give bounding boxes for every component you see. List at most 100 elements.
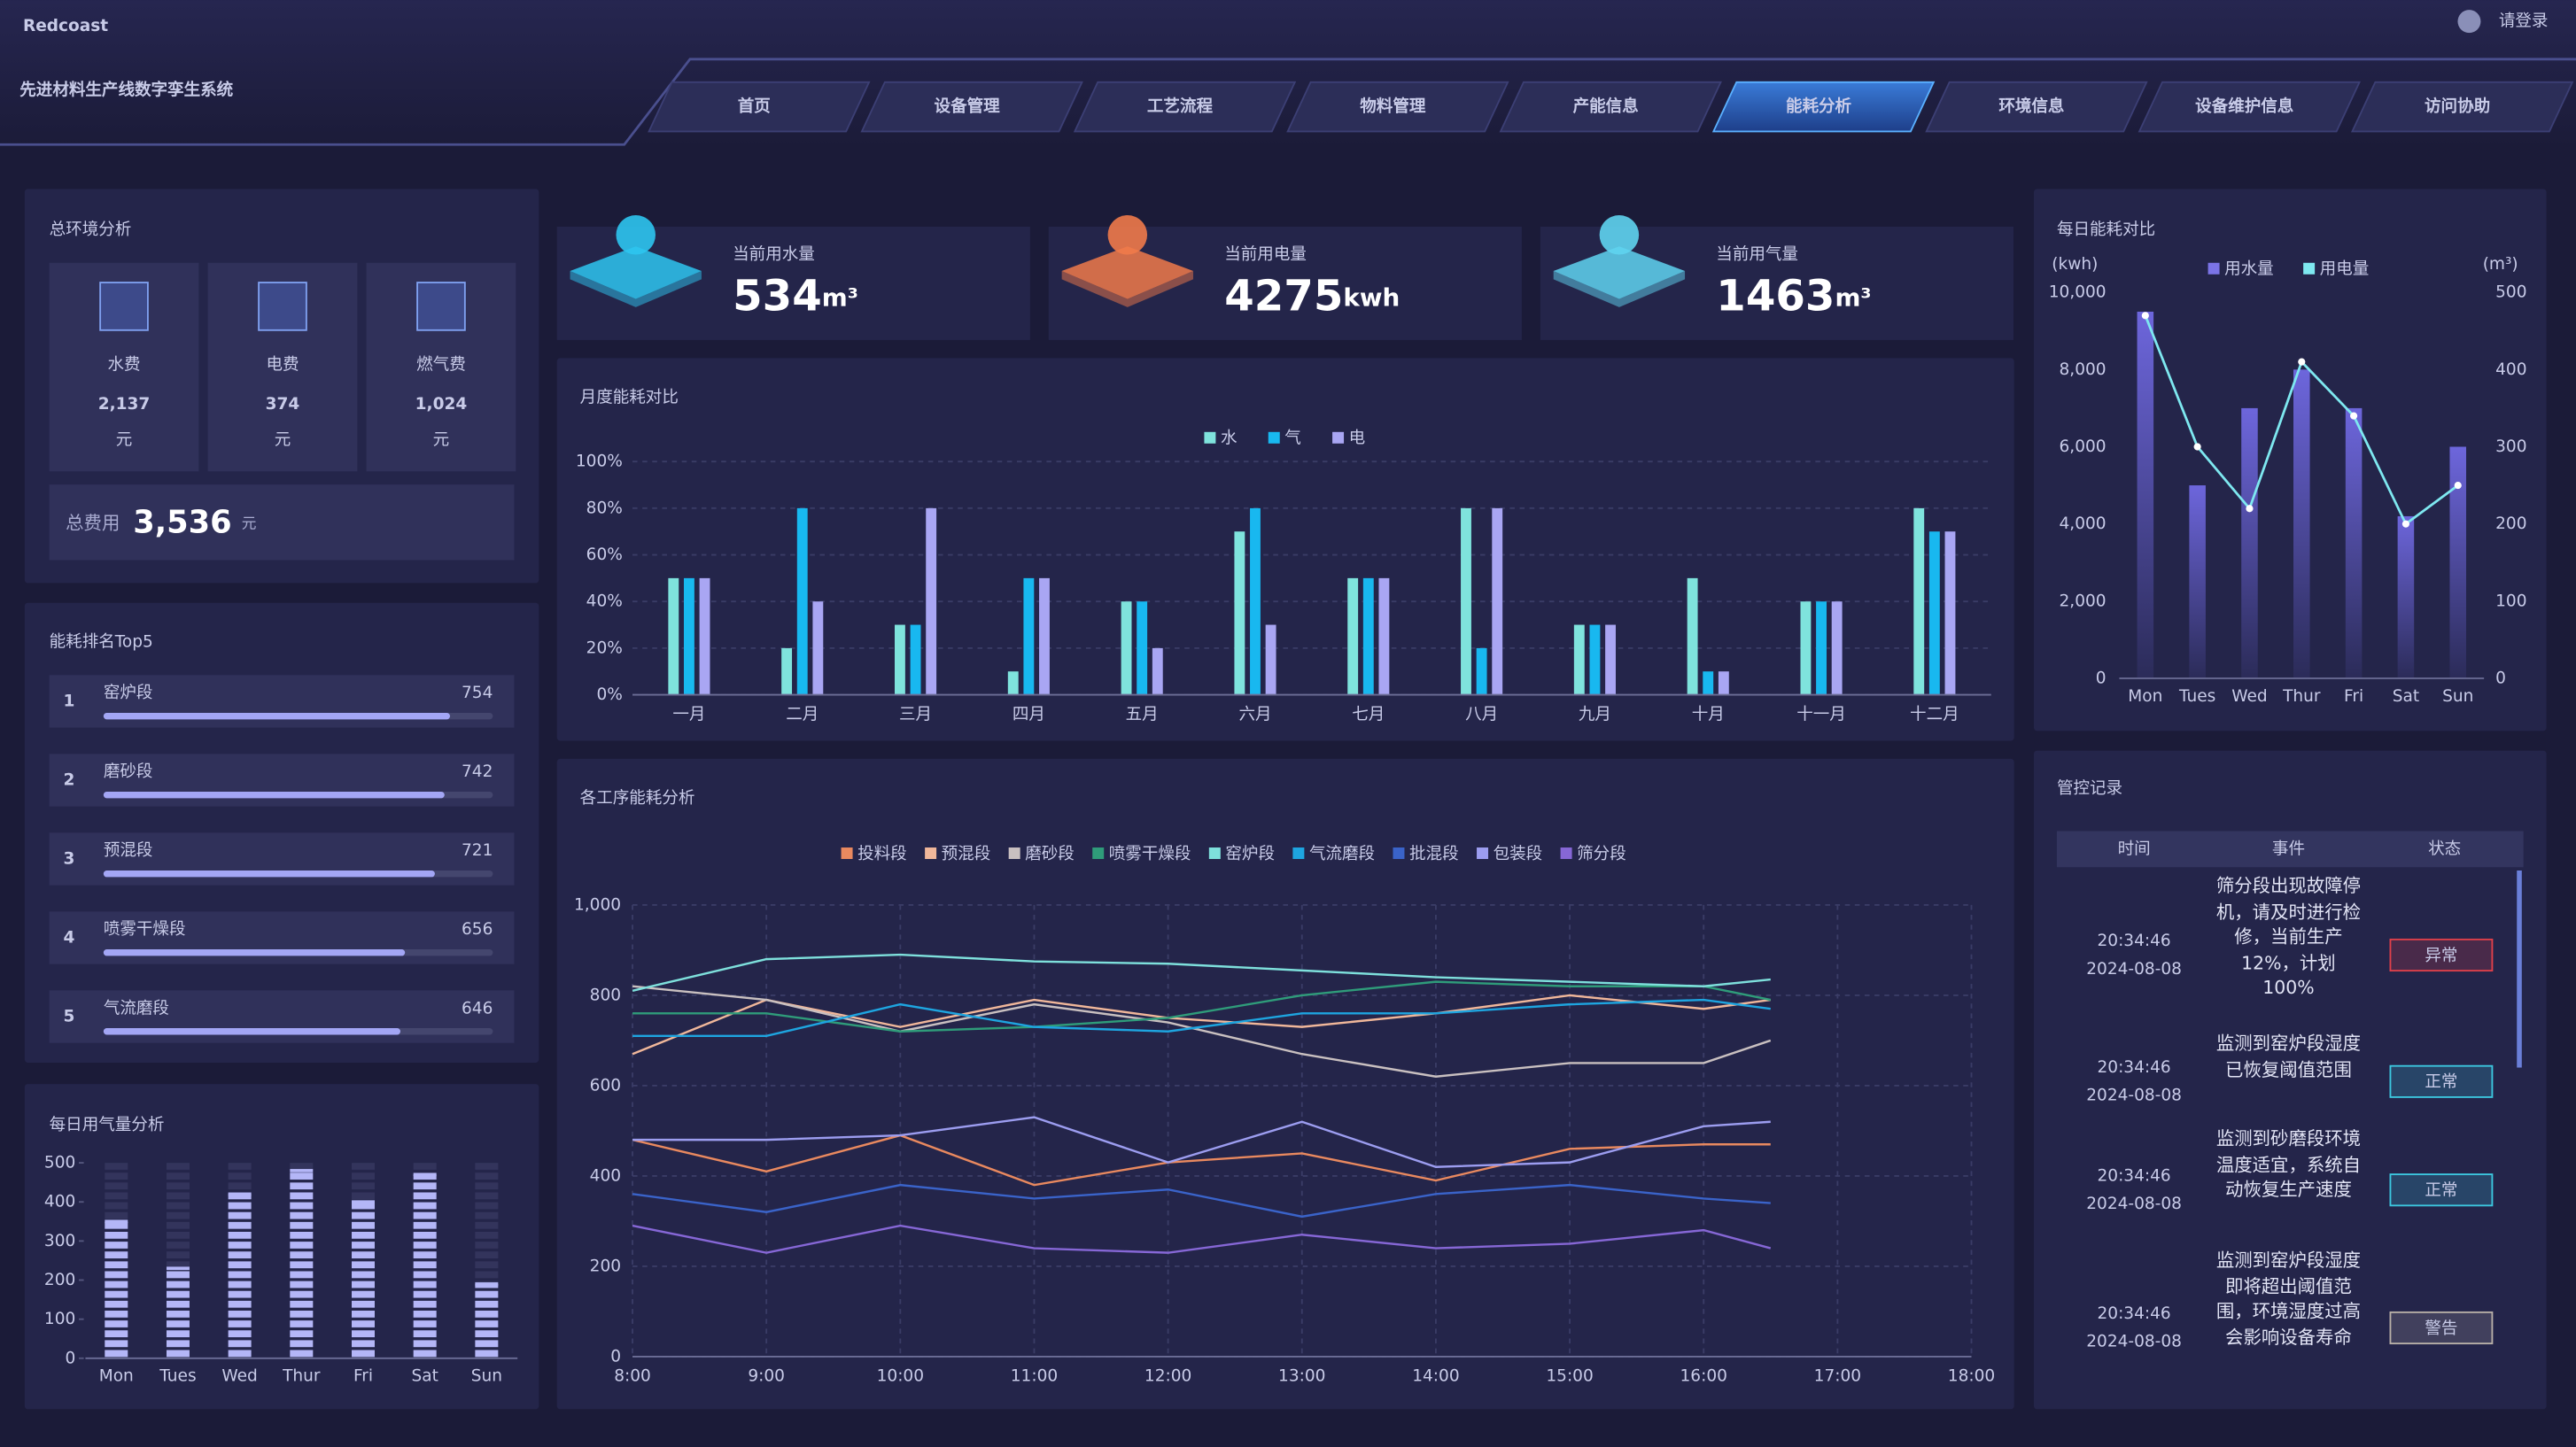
legend-swatch	[1268, 431, 1280, 444]
x-tick-label: 十一月	[1796, 705, 1846, 724]
x-tick-label: 14:00	[1412, 1367, 1459, 1386]
rank-value: 754	[462, 684, 493, 702]
y2-tick-label: 500	[2495, 283, 2526, 302]
rank-value: 742	[462, 762, 493, 781]
nav-tab[interactable]	[2350, 81, 2574, 133]
fee-unit: 元	[116, 431, 133, 450]
record-date: 2024-08-08	[2086, 1087, 2182, 1105]
legend-swatch	[1092, 847, 1105, 860]
x-tick-label: 18:00	[1948, 1367, 1995, 1386]
bar	[2137, 311, 2154, 678]
nav-label[interactable]: 环境信息	[1998, 97, 2064, 116]
x-tick-label: Sun	[471, 1367, 502, 1386]
nav-label[interactable]: 设备管理	[935, 97, 1001, 116]
point	[2141, 312, 2149, 320]
legend-label: 投料段	[857, 845, 907, 863]
fee-value: 374	[266, 395, 300, 414]
bar	[1573, 624, 1585, 695]
bar-cap	[413, 1172, 437, 1177]
series-line	[632, 985, 1772, 1078]
header-line	[0, 58, 2576, 146]
x-tick-label: Tues	[2178, 687, 2215, 706]
nav-tab[interactable]	[2138, 81, 2362, 133]
bar	[796, 507, 808, 695]
x-tick-label: 17:00	[1814, 1367, 1861, 1386]
bar	[1121, 601, 1132, 695]
nav-tab[interactable]	[1499, 81, 1722, 133]
x-tick-label: 10:00	[877, 1367, 924, 1386]
panel	[2033, 189, 2547, 731]
legend-label: 筛分段	[1577, 845, 1626, 863]
kpi-label: 当前用气量	[1716, 245, 1798, 264]
x-tick-label: Thur	[282, 1367, 321, 1386]
fee-value: 2,137	[98, 395, 151, 414]
x-tick-label: 8:00	[614, 1367, 651, 1386]
login-link[interactable]: 请登录	[2499, 12, 2549, 31]
bar	[1234, 531, 1245, 695]
nav-tab[interactable]	[648, 81, 871, 133]
kpi-label: 当前用电量	[1224, 245, 1307, 264]
record-time: 20:34:46	[2097, 1166, 2170, 1185]
x-tick-label: 12:00	[1144, 1367, 1191, 1386]
nav-label[interactable]: 物料管理	[1360, 97, 1426, 116]
panel-title: 每日用气量分析	[50, 1116, 165, 1134]
y-tick-label: 0	[2096, 669, 2107, 687]
nav-tab[interactable]	[1073, 81, 1297, 133]
nav-tab[interactable]	[860, 81, 1083, 133]
y-tick-label: 0	[610, 1347, 621, 1366]
x-tick-label: Tues	[159, 1367, 196, 1386]
x-tick-label: 五月	[1126, 705, 1159, 724]
series-line	[632, 980, 1772, 1033]
bar	[926, 507, 937, 695]
nav-label[interactable]: 工艺流程	[1147, 97, 1214, 116]
nav-label[interactable]: 首页	[738, 97, 771, 116]
bar	[812, 601, 824, 695]
nav-label[interactable]: 能耗分析	[1786, 97, 1852, 116]
bar	[166, 1268, 190, 1358]
bar	[228, 1194, 252, 1358]
kpi-platform-side	[1553, 271, 1686, 307]
nav-label[interactable]: 设备维护信息	[2195, 97, 2293, 116]
y-tick-label: 80%	[586, 499, 623, 517]
kpi-platform-side	[570, 271, 702, 307]
bar	[1152, 647, 1163, 695]
record-status: 警告	[2425, 1319, 2457, 1338]
nav-label[interactable]: 访问协助	[2425, 97, 2490, 116]
y-tick-label: 8,000	[2060, 360, 2107, 379]
bar	[2189, 485, 2206, 678]
fee-unit: 元	[275, 431, 291, 450]
record-event-box: 监测到窑炉段湿度已恢复阈值范围	[2216, 1033, 2361, 1080]
legend-swatch	[925, 847, 937, 860]
rank-name: 气流磨段	[104, 999, 169, 1018]
x-tick-label: 9:00	[748, 1367, 785, 1386]
series-line	[632, 1116, 1771, 1168]
bar	[2241, 407, 2258, 678]
series-line	[632, 998, 1771, 1038]
x-tick-label: Fri	[2344, 687, 2363, 706]
kpi-platform	[1553, 246, 1686, 299]
x-tick-label: Mon	[2128, 687, 2162, 706]
rank-name: 喷雾干燥段	[104, 920, 186, 939]
y-tick-label: 60%	[586, 546, 623, 564]
y-tick-label: 600	[590, 1076, 621, 1095]
bar	[1039, 577, 1050, 695]
nav-tab[interactable]	[1925, 81, 2148, 133]
fee-icon	[416, 282, 466, 331]
series-line	[632, 953, 1771, 993]
y-tick-label: 100%	[576, 453, 623, 471]
kpi-platform	[570, 246, 702, 299]
record-time: 20:34:46	[2097, 1304, 2170, 1323]
nav-tab[interactable]	[1711, 81, 1936, 133]
total-unit: 元	[242, 515, 257, 531]
y-tick-label: 4,000	[2060, 515, 2107, 533]
y-tick-label: 40%	[586, 592, 623, 611]
nav-tab[interactable]	[1286, 81, 1509, 133]
record-event: 监测到窑炉段湿度即将超出阈值范围，环境湿度过高会影响设备寿命	[2215, 1250, 2362, 1348]
system-title: 先进材料生产线数字孪生系统	[19, 81, 233, 100]
nav-label[interactable]: 产能信息	[1573, 97, 1639, 116]
total-box	[49, 484, 515, 561]
legend-swatch	[1332, 431, 1345, 444]
rank-bar	[103, 949, 406, 956]
bar-cap	[290, 1169, 314, 1172]
status-badge	[2389, 1311, 2494, 1345]
